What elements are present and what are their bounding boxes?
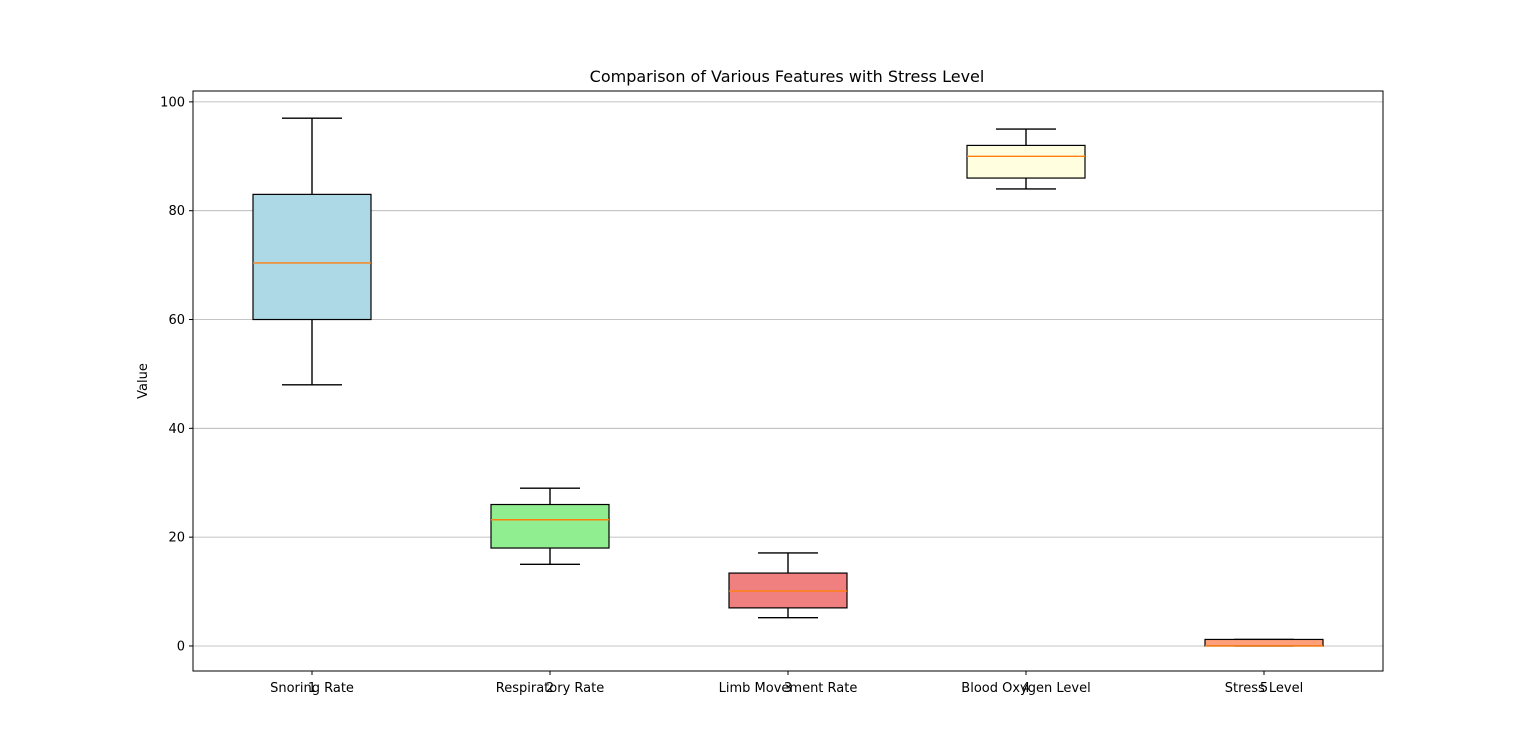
box-body [966, 144, 1086, 179]
chart-title: Comparison of Various Features with Stre… [590, 67, 985, 86]
x-tick-position-label: 2 [546, 681, 554, 696]
y-tick-label: 40 [168, 422, 185, 437]
y-tick-label: 0 [177, 639, 185, 654]
x-tick-position-label: 3 [784, 681, 792, 696]
x-tick-category-label: Limb Movement Rate [719, 681, 858, 696]
y-grid [193, 101, 1383, 647]
y-tick-label: 20 [168, 531, 185, 546]
x-tick-category-label: Snoring Rate [270, 681, 354, 696]
box-series [252, 117, 1324, 647]
y-tick-label: 60 [168, 313, 185, 328]
box-3 [728, 552, 848, 619]
y-tick-label: 100 [160, 95, 185, 110]
y-axis-ticks: 0 20 40 60 80 100 [160, 95, 193, 654]
box-2 [490, 487, 610, 566]
box-1 [252, 117, 372, 386]
box-body [252, 193, 372, 321]
y-tick-label: 80 [168, 204, 185, 219]
x-tick-category-label: Blood Oxygen Level [961, 681, 1090, 696]
box-body [1204, 638, 1324, 647]
x-tick-position-label: 4 [1022, 681, 1030, 696]
box-4 [966, 128, 1086, 190]
x-tick-position-label: 5 [1260, 681, 1268, 696]
x-tick-position-label: 1 [308, 681, 316, 696]
x-tick-category-label: Respiratory Rate [496, 681, 604, 696]
box-5 [1204, 638, 1324, 647]
x-tick-category-label: Stress Level [1225, 681, 1303, 696]
box-body [490, 503, 610, 549]
y-axis-label: Value [136, 363, 151, 399]
